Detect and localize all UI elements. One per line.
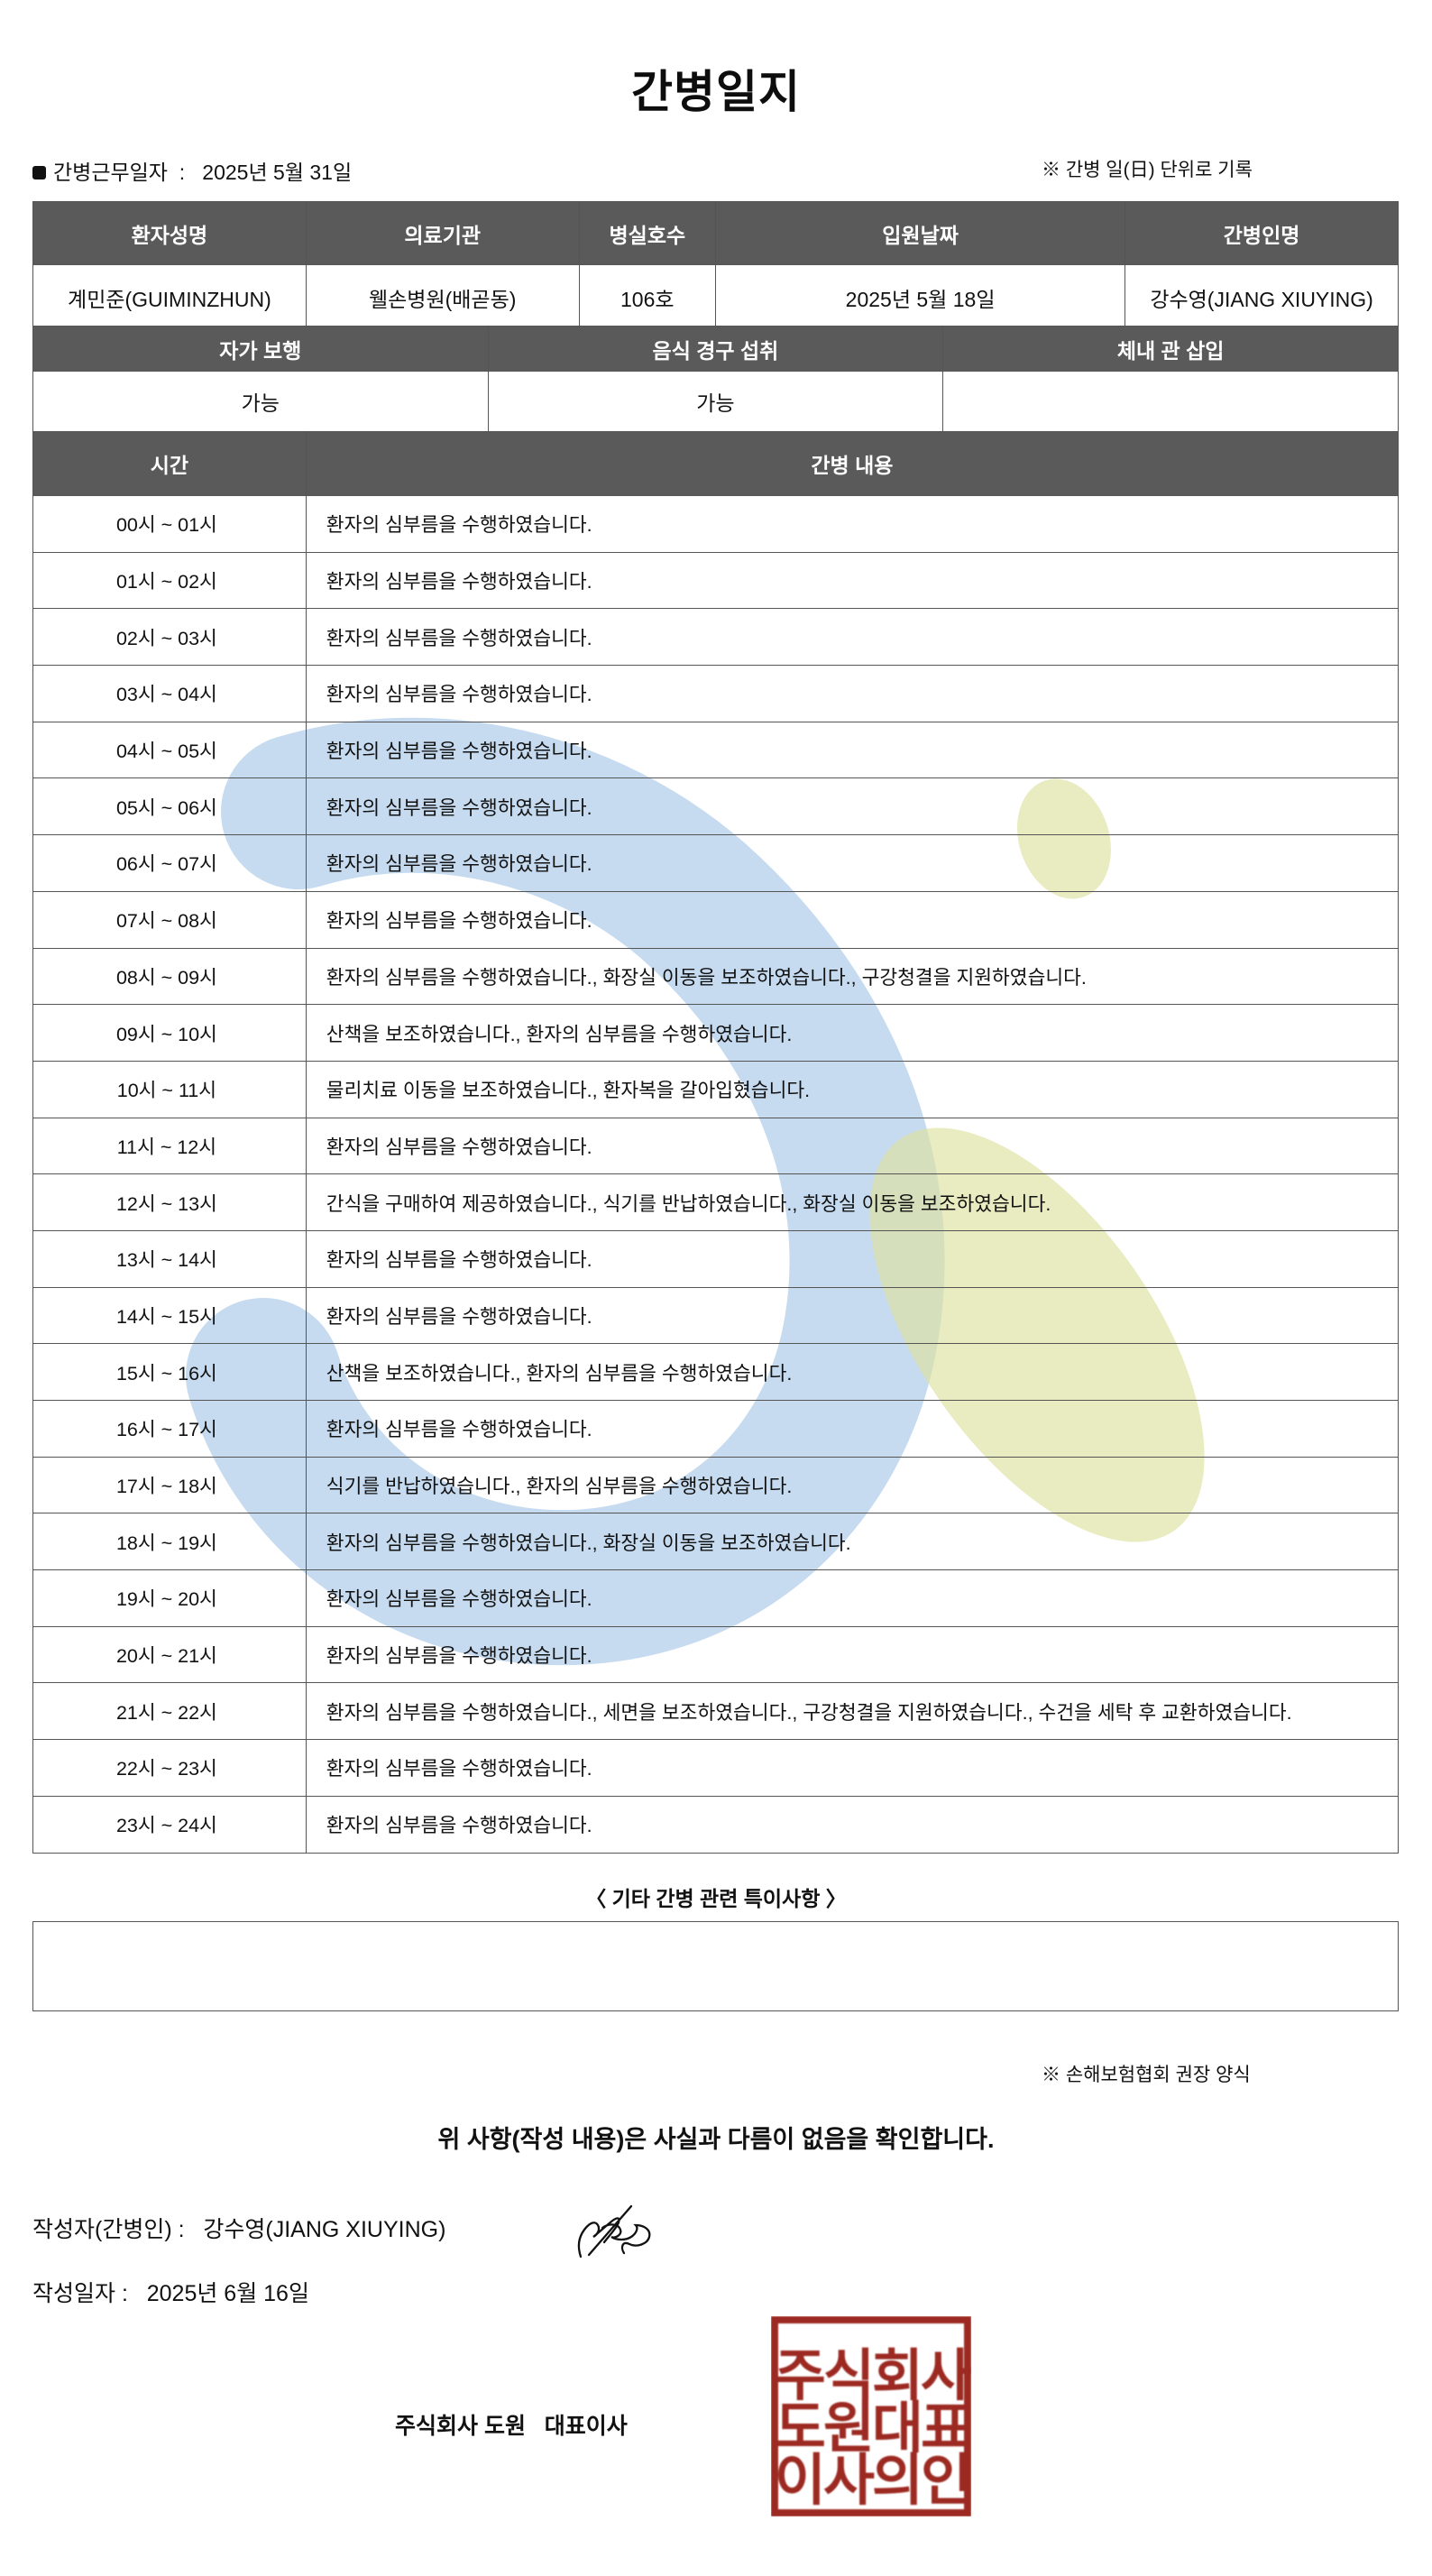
svg-text:이사의인: 이사의인: [775, 2450, 969, 2512]
